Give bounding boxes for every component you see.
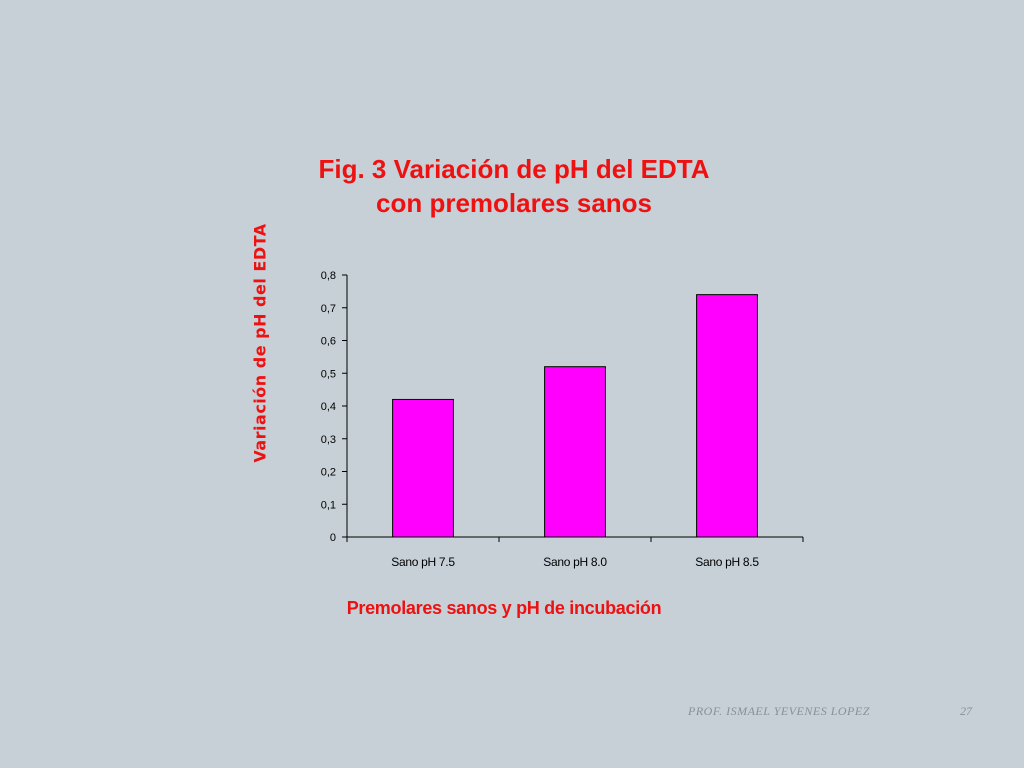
chart-title: Fig. 3 Variación de pH del EDTA con prem… [180,152,848,220]
bar [544,366,606,538]
chart-title-line-1: Fig. 3 Variación de pH del EDTA [318,154,710,184]
x-axis-label: Premolares sanos y pH de incubación [346,598,662,618]
x-tick-label: Sano pH 8.0 [543,555,607,569]
footer-author: PROF. ISMAEL YEVENES LOPEZ [688,704,870,718]
bar [696,294,758,538]
x-tick-label: Sano pH 8.5 [695,555,759,569]
page-number: 27 [960,704,972,718]
y-tick-label: 0,5 [321,368,336,380]
x-tick-label: Sano pH 7.5 [391,555,455,569]
y-tick-label: 0 [330,532,336,544]
y-tick-label: 0,4 [321,401,336,413]
y-tick-label: 0,1 [321,499,336,511]
y-tick-label: 0,2 [321,467,336,479]
bar [392,398,454,538]
y-tick-label: 0,6 [321,336,336,348]
y-tick-label: 0,3 [321,434,336,446]
y-tick-label: 0,7 [321,303,336,315]
y-tick-label: 0,8 [321,270,336,282]
chart-title-line-2: con premolares sanos [376,188,652,218]
